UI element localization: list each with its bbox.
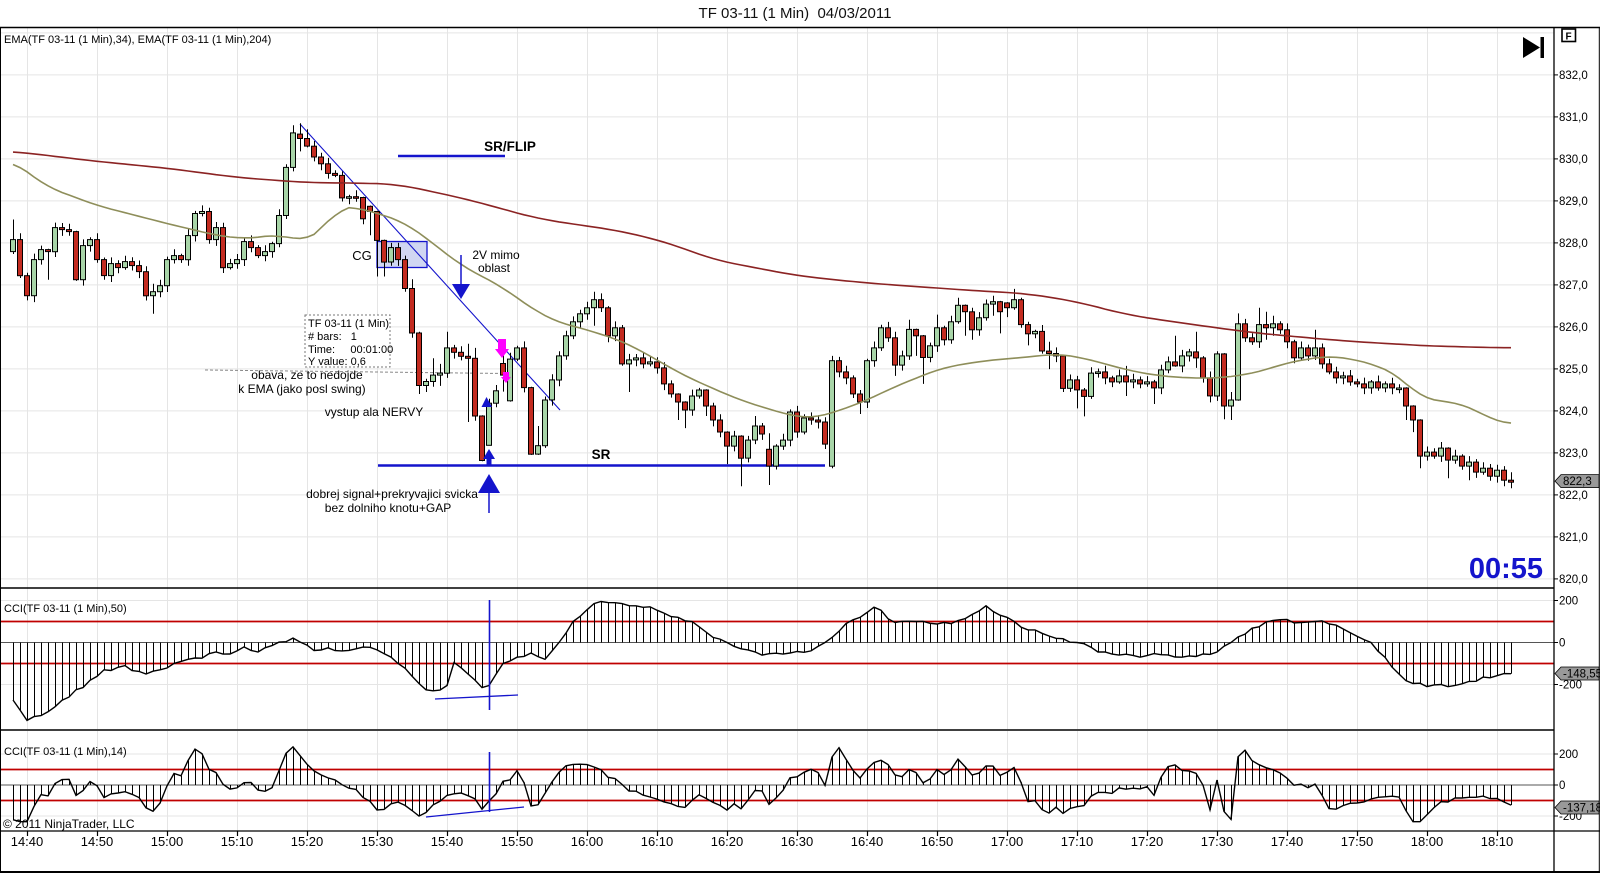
svg-text:F: F bbox=[1566, 32, 1572, 43]
svg-text:vystup ala NERVY: vystup ala NERVY bbox=[325, 405, 424, 419]
svg-text:16:30: 16:30 bbox=[781, 834, 814, 849]
svg-text:-148,55: -148,55 bbox=[1563, 669, 1600, 681]
svg-text:831,0: 831,0 bbox=[1559, 112, 1588, 124]
svg-text:200: 200 bbox=[1559, 749, 1578, 761]
svg-text:dobrej signal+prekryvajici svi: dobrej signal+prekryvajici svicka bbox=[306, 487, 478, 501]
svg-text:17:20: 17:20 bbox=[1131, 834, 1164, 849]
svg-text:-200: -200 bbox=[1559, 680, 1582, 692]
svg-text:827,0: 827,0 bbox=[1559, 280, 1588, 292]
svg-text:828,0: 828,0 bbox=[1559, 238, 1588, 250]
svg-text:# bars: 1: # bars: 1 bbox=[308, 331, 357, 343]
svg-text:SR/FLIP: SR/FLIP bbox=[484, 139, 536, 154]
svg-text:16:20: 16:20 bbox=[711, 834, 744, 849]
svg-text:SR: SR bbox=[592, 447, 611, 462]
svg-text:18:00: 18:00 bbox=[1411, 834, 1444, 849]
svg-text:17:00: 17:00 bbox=[991, 834, 1024, 849]
svg-text:TF 03-11 (1 Min) 04/03/2011: TF 03-11 (1 Min) 04/03/2011 bbox=[699, 5, 892, 22]
svg-text:16:40: 16:40 bbox=[851, 834, 884, 849]
svg-text:obava, ze to nedojde: obava, ze to nedojde bbox=[251, 368, 363, 382]
svg-text:0: 0 bbox=[1559, 638, 1565, 650]
svg-text:Y value: 0,6: Y value: 0,6 bbox=[308, 356, 366, 368]
svg-text:© 2011 NinjaTrader, LLC: © 2011 NinjaTrader, LLC bbox=[3, 817, 135, 831]
svg-text:820,0: 820,0 bbox=[1559, 574, 1588, 586]
svg-text:-137,18: -137,18 bbox=[1563, 803, 1600, 815]
svg-text:15:10: 15:10 bbox=[221, 834, 254, 849]
svg-text:14:50: 14:50 bbox=[81, 834, 114, 849]
svg-text:TF 03-11 (1 Min): TF 03-11 (1 Min) bbox=[308, 318, 389, 330]
svg-text:829,0: 829,0 bbox=[1559, 196, 1588, 208]
svg-text:822,3: 822,3 bbox=[1563, 476, 1592, 488]
svg-text:826,0: 826,0 bbox=[1559, 322, 1588, 334]
svg-text:832,0: 832,0 bbox=[1559, 70, 1588, 82]
svg-text:823,0: 823,0 bbox=[1559, 448, 1588, 460]
svg-text:EMA(TF 03-11 (1 Min),34), EMA(: EMA(TF 03-11 (1 Min),34), EMA(TF 03-11 (… bbox=[4, 34, 271, 46]
svg-text:oblast: oblast bbox=[478, 261, 511, 275]
svg-text:15:50: 15:50 bbox=[501, 834, 534, 849]
svg-text:18:10: 18:10 bbox=[1481, 834, 1514, 849]
svg-text:200: 200 bbox=[1559, 596, 1578, 608]
svg-text:15:30: 15:30 bbox=[361, 834, 394, 849]
svg-text:CCI(TF 03-11 (1 Min),50): CCI(TF 03-11 (1 Min),50) bbox=[4, 603, 127, 615]
svg-text:825,0: 825,0 bbox=[1559, 364, 1588, 376]
svg-text:822,0: 822,0 bbox=[1559, 490, 1588, 502]
svg-text:14:40: 14:40 bbox=[11, 834, 44, 849]
svg-text:k EMA (jako posl swing): k EMA (jako posl swing) bbox=[238, 382, 365, 396]
svg-text:15:20: 15:20 bbox=[291, 834, 324, 849]
svg-text:16:00: 16:00 bbox=[571, 834, 604, 849]
svg-text:bez dolniho knotu+GAP: bez dolniho knotu+GAP bbox=[325, 501, 451, 515]
svg-text:00:55: 00:55 bbox=[1469, 553, 1543, 585]
svg-text:CG: CG bbox=[352, 248, 372, 263]
svg-text:0: 0 bbox=[1559, 780, 1565, 792]
svg-text:CCI(TF 03-11 (1 Min),14): CCI(TF 03-11 (1 Min),14) bbox=[4, 746, 127, 758]
svg-text:17:30: 17:30 bbox=[1201, 834, 1234, 849]
svg-text:821,0: 821,0 bbox=[1559, 532, 1588, 544]
svg-text:17:40: 17:40 bbox=[1271, 834, 1304, 849]
svg-text:15:00: 15:00 bbox=[151, 834, 184, 849]
svg-text:Time: 00:01:00: Time: 00:01:00 bbox=[308, 344, 393, 356]
svg-text:17:50: 17:50 bbox=[1341, 834, 1374, 849]
svg-text:2V mimo: 2V mimo bbox=[472, 248, 520, 262]
svg-text:15:40: 15:40 bbox=[431, 834, 464, 849]
svg-text:16:50: 16:50 bbox=[921, 834, 954, 849]
svg-text:824,0: 824,0 bbox=[1559, 406, 1588, 418]
svg-text:16:10: 16:10 bbox=[641, 834, 674, 849]
svg-text:17:10: 17:10 bbox=[1061, 834, 1094, 849]
svg-text:830,0: 830,0 bbox=[1559, 154, 1588, 166]
